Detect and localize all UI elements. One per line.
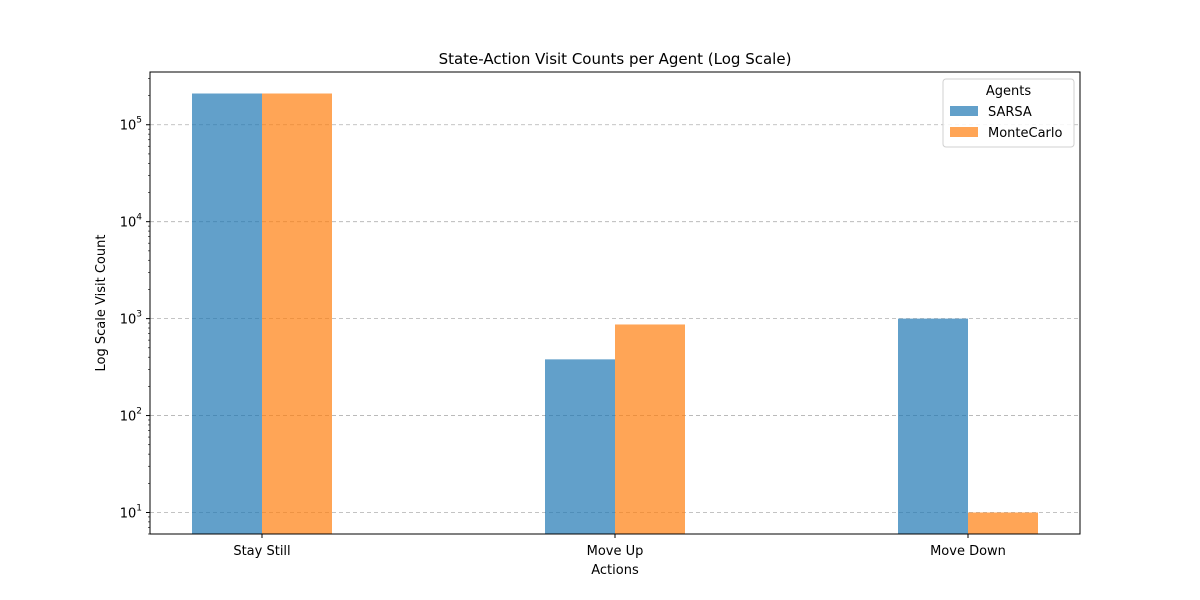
axes: 101 102 103 104 105 Stay Still Move Up Move Dow… xyxy=(120,71,1081,559)
x-tick-label: Move Down xyxy=(930,544,1006,559)
bar-montecarlo-2 xyxy=(968,512,1038,534)
y-tick-label: 102 xyxy=(120,407,142,425)
y-axis-label: Log Scale Visit Count xyxy=(94,235,109,372)
bar-sarsa-1 xyxy=(545,359,615,534)
legend-label-sarsa: SARSA xyxy=(988,105,1032,120)
legend: Agents SARSA MonteCarlo xyxy=(942,78,1075,148)
bar-sarsa-2 xyxy=(898,318,968,534)
legend-swatch-sarsa xyxy=(950,106,978,116)
legend-title: Agents xyxy=(986,84,1031,99)
x-axis-label: Actions xyxy=(591,563,639,578)
bar-montecarlo-1 xyxy=(615,324,685,534)
x-tick-label: Stay Still xyxy=(233,544,290,559)
bars xyxy=(192,93,1038,534)
chart-title: State-Action Visit Counts per Agent (Log… xyxy=(439,50,792,68)
plot-frame xyxy=(149,71,1081,535)
y-tick-label: 103 xyxy=(120,310,142,328)
legend-label-montecarlo: MonteCarlo xyxy=(988,126,1063,141)
y-tick-label: 104 xyxy=(120,213,143,231)
x-tick-label: Move Up xyxy=(587,544,644,559)
y-tick-label: 101 xyxy=(120,503,142,521)
bar-montecarlo-0 xyxy=(262,93,332,534)
legend-swatch-montecarlo xyxy=(950,127,978,137)
bar-sarsa-0 xyxy=(192,93,262,534)
y-tick-label: 105 xyxy=(120,116,142,134)
